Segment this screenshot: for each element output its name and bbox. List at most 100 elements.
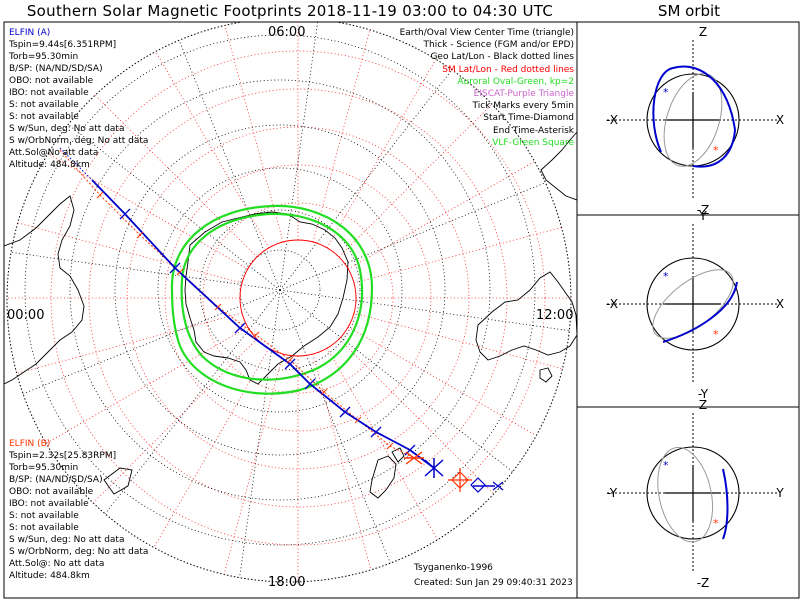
sm-meridian	[214, 353, 284, 582]
orbit-science-arc	[662, 281, 738, 343]
geo-meridian	[279, 289, 571, 335]
elfin-a-tick	[169, 262, 181, 274]
geo-meridian	[279, 22, 325, 291]
elfin-b-tick	[386, 442, 394, 450]
orbit-start-marker: *	[663, 86, 669, 99]
geo-meridian	[7, 245, 281, 291]
elfin-b-line: Torb=95.30min	[9, 463, 79, 473]
elfin-a-asterisk-2	[492, 481, 504, 491]
orbit-axis-label-top: Z	[699, 25, 707, 39]
elfin-b-info: ELFIN (B) Tspin=2.32s[25.83RPM] Torb=95.…	[9, 438, 148, 582]
sm-latitude-circle	[239, 239, 357, 357]
legend-item: End Time-Asterisk	[492, 125, 574, 136]
sm-orbit-panel: * * Z -Z -X X	[606, 25, 784, 217]
elfin-a-line: S w/Sun, deg: No att data	[9, 124, 125, 134]
orbit-axis-label-right: X	[776, 297, 784, 311]
orbit-axis-label-left: -X	[606, 113, 618, 127]
geo-latitude-circle	[157, 167, 403, 413]
sm-meridian	[326, 348, 459, 576]
orbit-axis-label-bottom: -Z	[697, 203, 710, 217]
orbit-axis-label-left: -X	[606, 297, 618, 311]
elfin-a-name: ELFIN (A)	[9, 28, 51, 38]
sm-latitude-circle	[164, 164, 432, 432]
elfin-a-tick	[234, 322, 246, 334]
orbit-science-arc	[722, 468, 729, 540]
geo-meridian	[235, 289, 281, 582]
elfin-a-track	[91, 179, 435, 469]
sm-meridian	[338, 338, 525, 525]
elfin-a-track-extension	[59, 147, 93, 181]
new-zealand-coastline	[369, 455, 397, 499]
elfin-b-tick	[286, 356, 294, 364]
sm-latitude-circle	[126, 126, 470, 470]
elfin-a-tick	[339, 406, 351, 418]
created-timestamp: Created: Sun Jan 29 09:40:31 2023	[414, 578, 573, 588]
sm-meridian	[312, 22, 382, 243]
orbit-axis-label-right: X	[776, 113, 784, 127]
sm-meridian	[348, 137, 571, 270]
legend-item: SM Lat/Lon - Red dotted lines	[442, 64, 574, 75]
geo-latitude-circle	[199, 209, 361, 371]
sm-pole-circle	[239, 239, 357, 357]
sm-latitude-circle	[202, 202, 394, 394]
elfin-a-line: S w/OrbNorm, deg: No att data	[9, 136, 149, 146]
mlt-label-left: 00:00	[7, 308, 45, 323]
earth-circle	[646, 446, 740, 540]
legend-item: Geo Lat/Lon - Black dotted lines	[430, 52, 574, 63]
elfin-b-end-asterisk	[404, 451, 424, 465]
elfin-b-line: S: not available	[9, 523, 79, 533]
elfin-a-end-asterisk	[424, 458, 444, 478]
geo-meridian	[279, 289, 401, 582]
orbit-frame	[576, 21, 800, 599]
elfin-a-tick	[370, 426, 382, 438]
earth-circle	[646, 257, 740, 351]
elfin-a-line: Tspin=9.44s[6.351RPM]	[9, 40, 117, 50]
elfin-a-line: IBO: not available	[9, 88, 89, 98]
legend: Earth/Oval View Center Time (triangle) Th…	[400, 27, 574, 149]
africa-coastline	[540, 131, 577, 201]
elfin-b-line: S: not available	[9, 511, 79, 521]
geo-latitude-circle	[239, 249, 321, 331]
orbit-axis-label-top: Z	[699, 398, 707, 412]
elfin-a-line: S: not available	[9, 112, 79, 122]
legend-item: VLF-Green Square	[492, 137, 574, 148]
elfin-b-line: OBO: not available	[9, 487, 94, 497]
elfin-a-line: Att.Sol@No att data	[9, 148, 99, 158]
elfin-a-tick	[304, 378, 316, 390]
elfin-b-tick	[214, 303, 222, 311]
elfin-b-line: Tspin=2.32s[25.83RPM]	[9, 451, 117, 461]
elfin-b-tick	[176, 268, 184, 276]
mlt-label-right: 12:00	[536, 308, 574, 323]
auroral-oval	[170, 204, 374, 395]
coastlines	[4, 131, 577, 499]
orbit-axis-label-right: Y	[775, 486, 784, 500]
elfin-a-line: B/SP: (NA/ND/SD/SA)	[9, 64, 103, 74]
elfin-b-tick	[136, 231, 144, 239]
elfin-b-track	[59, 149, 415, 459]
tasmania-coastline	[539, 367, 553, 383]
elfin-b-tick	[354, 416, 362, 424]
orbit-axis-label-bottom: -Y	[698, 387, 709, 401]
orbit-axis-label-bottom: -Z	[697, 576, 710, 590]
elfin-a-start-diamond	[470, 477, 486, 493]
elfin-a-tick	[119, 208, 131, 220]
legend-item: Earth/Oval View Center Time (triangle)	[399, 28, 574, 38]
legend-item: Start Time-Diamond	[483, 113, 574, 124]
geo-latitude-circle	[24, 34, 536, 546]
orbit-end-marker: *	[713, 328, 719, 341]
sm-orbit-panel: * * Y -Y -X X	[606, 209, 784, 401]
elfin-b-tick	[320, 388, 328, 396]
elfin-a-tick	[284, 358, 296, 370]
mlt-label-top: 06:00	[268, 25, 306, 40]
orbit-end-marker: *	[713, 517, 719, 530]
geo-meridian	[279, 289, 533, 488]
elfin-a-line: Altitude: 484.8km	[9, 160, 90, 170]
elfin-b-line: Att.Sol@: No att data	[9, 559, 105, 569]
geo-meridian	[27, 92, 281, 291]
elfin-b-line: B/SP: (NA/ND/SD/SA)	[9, 475, 103, 485]
page-title: Southern Solar Magnetic Footprints 2018-…	[26, 2, 554, 20]
sm-meridian	[137, 348, 270, 576]
legend-item: Auroral Oval-Green, kp=2	[457, 76, 574, 87]
geo-meridian	[7, 289, 281, 411]
